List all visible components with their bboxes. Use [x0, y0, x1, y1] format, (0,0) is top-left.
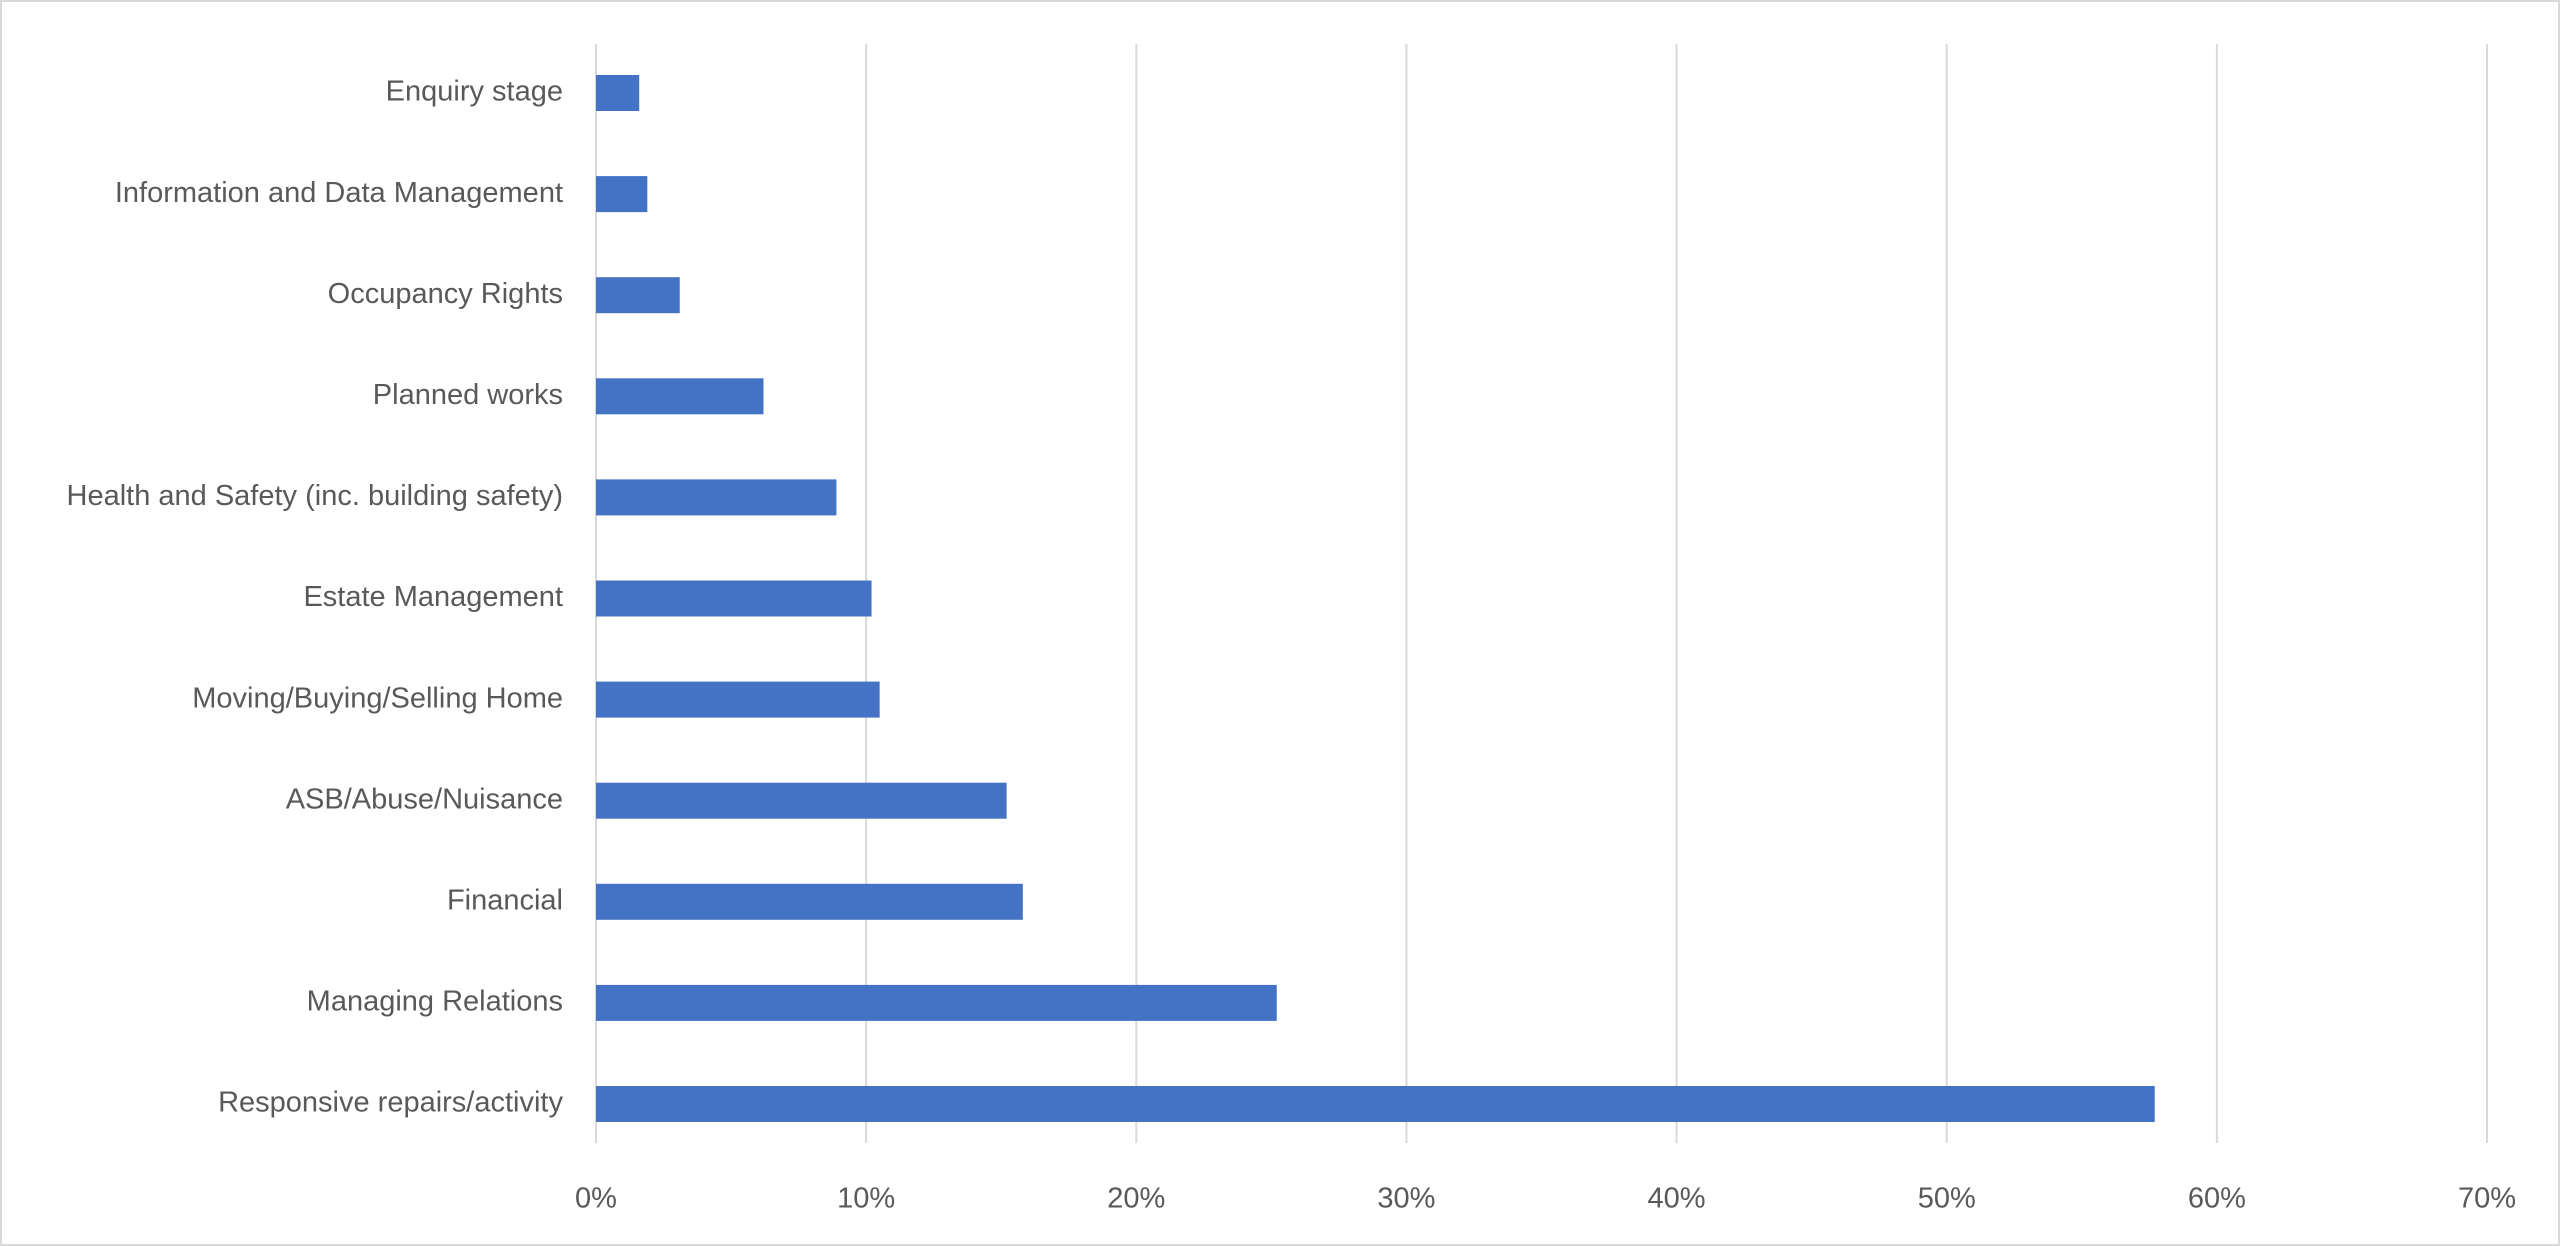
bar: [596, 378, 764, 415]
x-tick-label: 70%: [2458, 1183, 2516, 1215]
y-tick-label: Managing Relations: [307, 986, 563, 1018]
bar: [596, 176, 648, 213]
x-tick-label: 40%: [1648, 1183, 1706, 1215]
bar: [596, 1086, 2155, 1122]
bar: [596, 479, 837, 516]
y-tick-label: Moving/Buying/Selling Home: [192, 682, 563, 714]
x-tick-label: 30%: [1377, 1183, 1435, 1215]
bar: [596, 580, 872, 617]
x-tick-label: 0%: [575, 1183, 617, 1215]
bar: [596, 883, 1023, 920]
y-tick-label: Planned works: [373, 379, 563, 411]
x-tick-label: 20%: [1107, 1183, 1165, 1215]
bar: [596, 75, 640, 111]
y-tick-label: Occupancy Rights: [328, 278, 563, 310]
y-tick-label: ASB/Abuse/Nuisance: [286, 783, 563, 815]
y-tick-label: Information and Data Management: [115, 177, 563, 209]
x-tick-label: 10%: [837, 1183, 895, 1215]
x-tick-label: 50%: [1918, 1183, 1976, 1215]
x-tick-label: 60%: [2188, 1183, 2246, 1215]
bar: [596, 681, 880, 718]
y-tick-label: Financial: [447, 884, 563, 916]
y-tick-label: Responsive repairs/activity: [218, 1087, 563, 1119]
bar: [596, 277, 680, 314]
y-tick-label: Health and Safety (inc. building safety): [67, 480, 564, 512]
y-tick-label: Estate Management: [303, 581, 563, 613]
y-tick-label: Enquiry stage: [386, 76, 563, 108]
bar: [596, 782, 1007, 819]
bar: [596, 984, 1277, 1021]
